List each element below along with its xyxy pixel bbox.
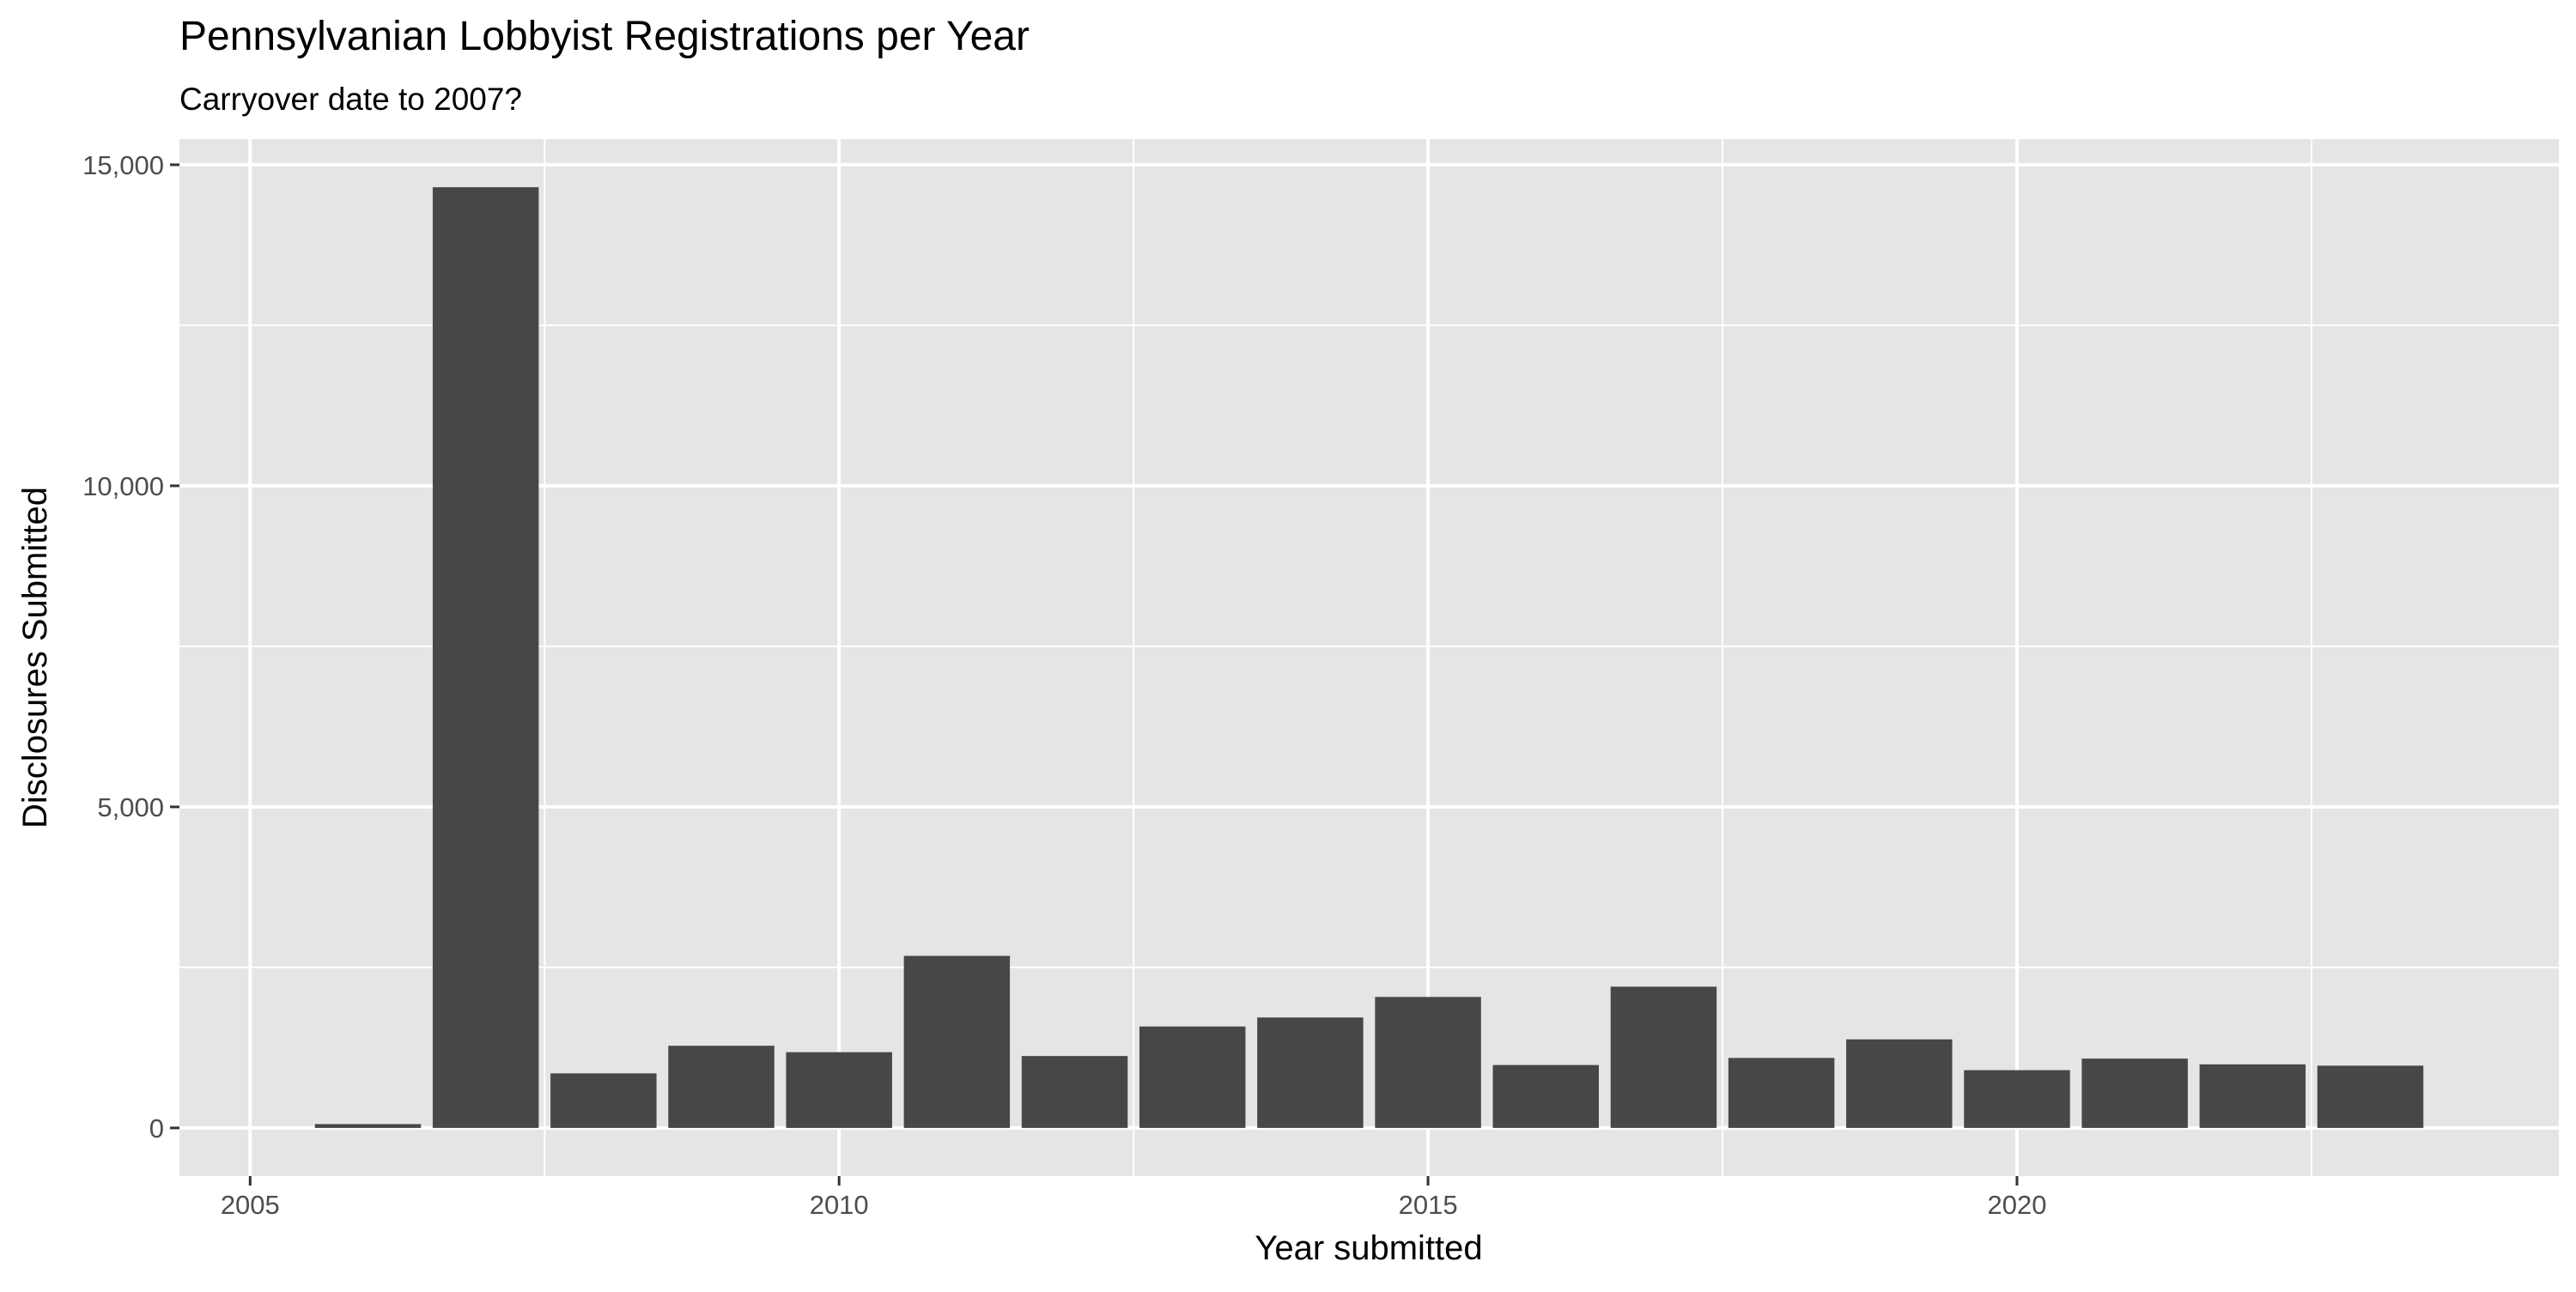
bar-2012 xyxy=(1021,1056,1128,1128)
bar-2017 xyxy=(1610,986,1717,1128)
bar-2008 xyxy=(550,1073,657,1128)
bar-2007 xyxy=(432,187,539,1128)
bar-2006 xyxy=(314,1124,422,1128)
bar-2010 xyxy=(786,1052,892,1128)
bar-2011 xyxy=(903,955,1011,1128)
plot-panel xyxy=(179,139,2559,1176)
bar-2013 xyxy=(1139,1026,1246,1128)
bar-2018 xyxy=(1728,1058,1835,1128)
bar-2023 xyxy=(2317,1065,2424,1128)
y-axis: 0 5,000 10,000 15,000 xyxy=(82,150,179,1143)
bar-2020 xyxy=(1964,1070,2070,1128)
bar-2021 xyxy=(2081,1058,2188,1128)
grid-minor xyxy=(179,139,2559,1176)
x-tick-label: 2010 xyxy=(810,1190,869,1220)
y-tick-label: 0 xyxy=(149,1113,164,1143)
x-tick-label: 2015 xyxy=(1399,1190,1458,1220)
chart-title: Pennsylvanian Lobbyist Registrations per… xyxy=(179,14,1030,59)
bar-2019 xyxy=(1846,1039,1953,1128)
y-tick-label: 5,000 xyxy=(97,792,164,822)
x-tick-label: 2005 xyxy=(221,1190,280,1220)
bar-2009 xyxy=(668,1046,775,1128)
bar-2014 xyxy=(1257,1017,1364,1128)
x-axis-title: Year submitted xyxy=(1255,1229,1482,1267)
chart-subtitle: Carryover date to 2007? xyxy=(179,82,522,117)
bar-2015 xyxy=(1375,997,1481,1128)
x-axis: 2005 2010 2015 2020 xyxy=(221,1176,2046,1220)
y-tick-label: 15,000 xyxy=(82,150,164,180)
bar-2016 xyxy=(1492,1065,1599,1128)
y-tick-label: 10,000 xyxy=(82,471,164,501)
bars-group xyxy=(314,187,2424,1128)
bar-2022 xyxy=(2199,1064,2306,1128)
y-axis-title: Disclosures Submitted xyxy=(16,487,54,828)
x-tick-label: 2020 xyxy=(1987,1190,2046,1220)
